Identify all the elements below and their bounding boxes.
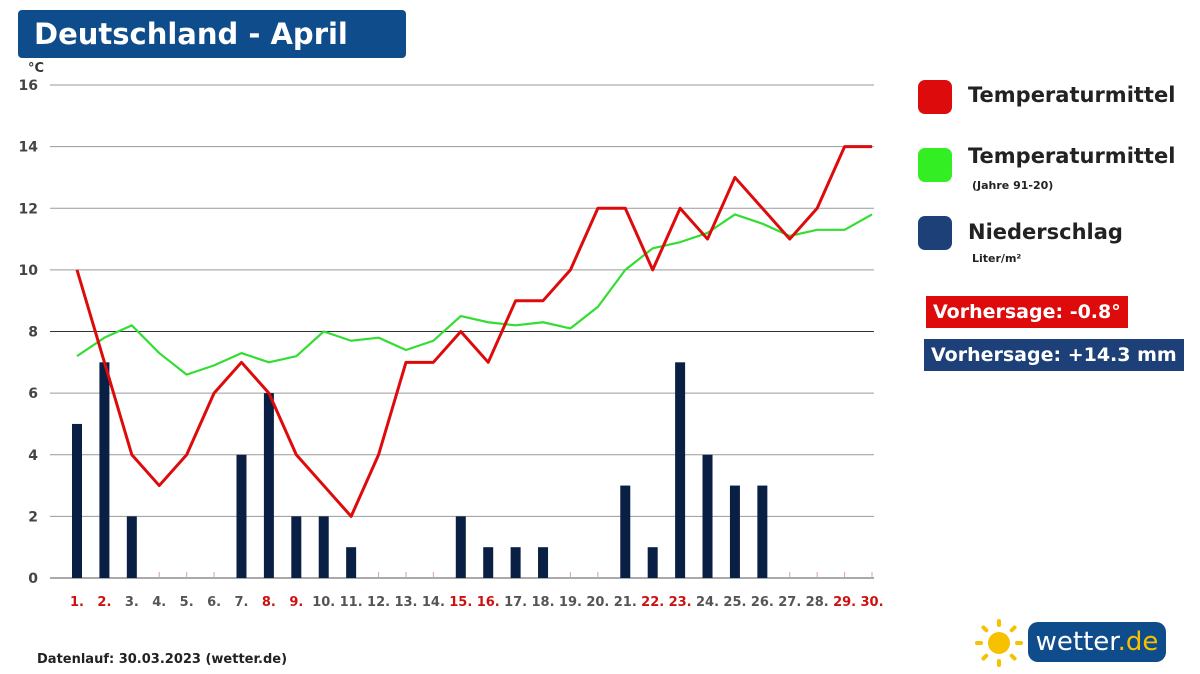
x-tick-label: 1.	[70, 595, 84, 610]
sun-icon	[975, 619, 1023, 667]
x-tick-label: 15.	[449, 595, 472, 610]
logo-text: wetter	[1035, 627, 1118, 657]
x-tick-label: 2.	[97, 595, 111, 610]
x-tick-label: 8.	[262, 595, 276, 610]
precipitation-bar	[455, 516, 466, 578]
y-tick-label: 10	[19, 263, 39, 279]
precipitation-bar	[72, 423, 82, 578]
x-tick-label: 22.	[641, 595, 664, 610]
x-tick-label: 16.	[477, 595, 500, 610]
x-tick-label: 3.	[125, 595, 139, 610]
x-tick-label: 21.	[614, 595, 637, 610]
precipitation-bar	[483, 547, 494, 578]
x-tick-label: 24.	[696, 595, 719, 610]
legend-swatch-temperature	[918, 80, 952, 114]
y-tick-label: 8	[28, 325, 38, 341]
y-tick-label: 4	[28, 448, 38, 464]
x-tick-label: 20.	[586, 595, 609, 610]
precipitation-bar	[291, 516, 302, 578]
x-tick-label: 5.	[180, 595, 194, 610]
x-tick-label: 19.	[559, 595, 582, 610]
logo-suffix: .de	[1117, 627, 1159, 657]
legend-label-temperature: Temperaturmittel	[968, 83, 1176, 107]
x-tick-label: 10.	[312, 595, 335, 610]
precipitation-bar	[126, 516, 137, 578]
precipitation-bar	[99, 362, 110, 578]
precipitation-bar	[346, 547, 357, 578]
x-tick-label: 27.	[778, 595, 801, 610]
precipitation-bar	[729, 485, 740, 578]
x-tick-label: 29.	[833, 595, 856, 610]
x-tick-label: 25.	[723, 595, 746, 610]
y-tick-label: 16	[19, 78, 38, 94]
precipitation-bar	[538, 547, 549, 578]
x-tick-label: 17.	[504, 595, 527, 610]
precipitation-bar	[675, 362, 686, 578]
y-axis-unit: °C	[28, 61, 45, 76]
x-tick-label: 11.	[340, 595, 363, 610]
precipitation-bar	[702, 454, 713, 578]
chart-title: Deutschland - April	[18, 10, 406, 58]
y-tick-label: 0	[28, 571, 38, 587]
x-tick-label: 9.	[289, 595, 303, 610]
legend-swatch-precipitation	[918, 216, 952, 250]
legend-label-precipitation: Niederschlag	[968, 220, 1123, 244]
precipitation-bar	[647, 547, 658, 578]
legend-label-temperature-normal: Temperaturmittel	[968, 144, 1176, 168]
temperature-normal-line	[76, 213, 873, 376]
precipitation-bar	[236, 454, 247, 578]
chart-area: 0 2 4 6 8 10 12 14 16 1. 2. 3. 4. 5. 6. 7. 8. 9. 10. 11. 12…	[19, 78, 884, 610]
x-tick-label: 14.	[422, 595, 445, 610]
precipitation-bar	[620, 485, 631, 578]
wetter-logo[interactable]: wetter.de	[974, 618, 1170, 668]
x-tick-label: 13.	[394, 595, 417, 610]
data-run-footer: Datenlauf: 30.03.2023 (wetter.de)	[37, 652, 288, 667]
precipitation-bar	[510, 547, 521, 578]
legend-sub-temperature-normal: (Jahre 91-20)	[972, 179, 1054, 192]
forecast-temperature-badge: Vorhersage: -0.8°	[926, 296, 1128, 328]
forecast-precipitation-badge: Vorhersage: +14.3 mm	[924, 339, 1184, 371]
x-tick-label: 26.	[751, 595, 774, 610]
x-tick-label: 30.	[860, 595, 883, 610]
x-tick-label: 23.	[669, 595, 692, 610]
x-tick-label: 4.	[152, 595, 166, 610]
y-tick-label: 6	[28, 386, 38, 402]
x-tick-label: 6.	[207, 595, 221, 610]
x-tick-label: 28.	[806, 595, 829, 610]
y-tick-label: 2	[28, 509, 38, 525]
legend-swatch-temperature-normal	[918, 148, 952, 182]
logo-wordmark: wetter.de	[1028, 622, 1166, 662]
x-tick-label: 18.	[532, 595, 555, 610]
precipitation-bar	[757, 485, 768, 578]
x-tick-label: 7.	[234, 595, 248, 610]
legend-sub-precipitation: Liter/m²	[972, 252, 1022, 265]
temperature-line	[75, 145, 872, 518]
x-tick-label: 12.	[367, 595, 390, 610]
precipitation-bar	[318, 516, 329, 578]
y-tick-label: 14	[19, 140, 39, 156]
precipitation-bar	[263, 393, 274, 578]
y-tick-label: 12	[19, 201, 38, 217]
